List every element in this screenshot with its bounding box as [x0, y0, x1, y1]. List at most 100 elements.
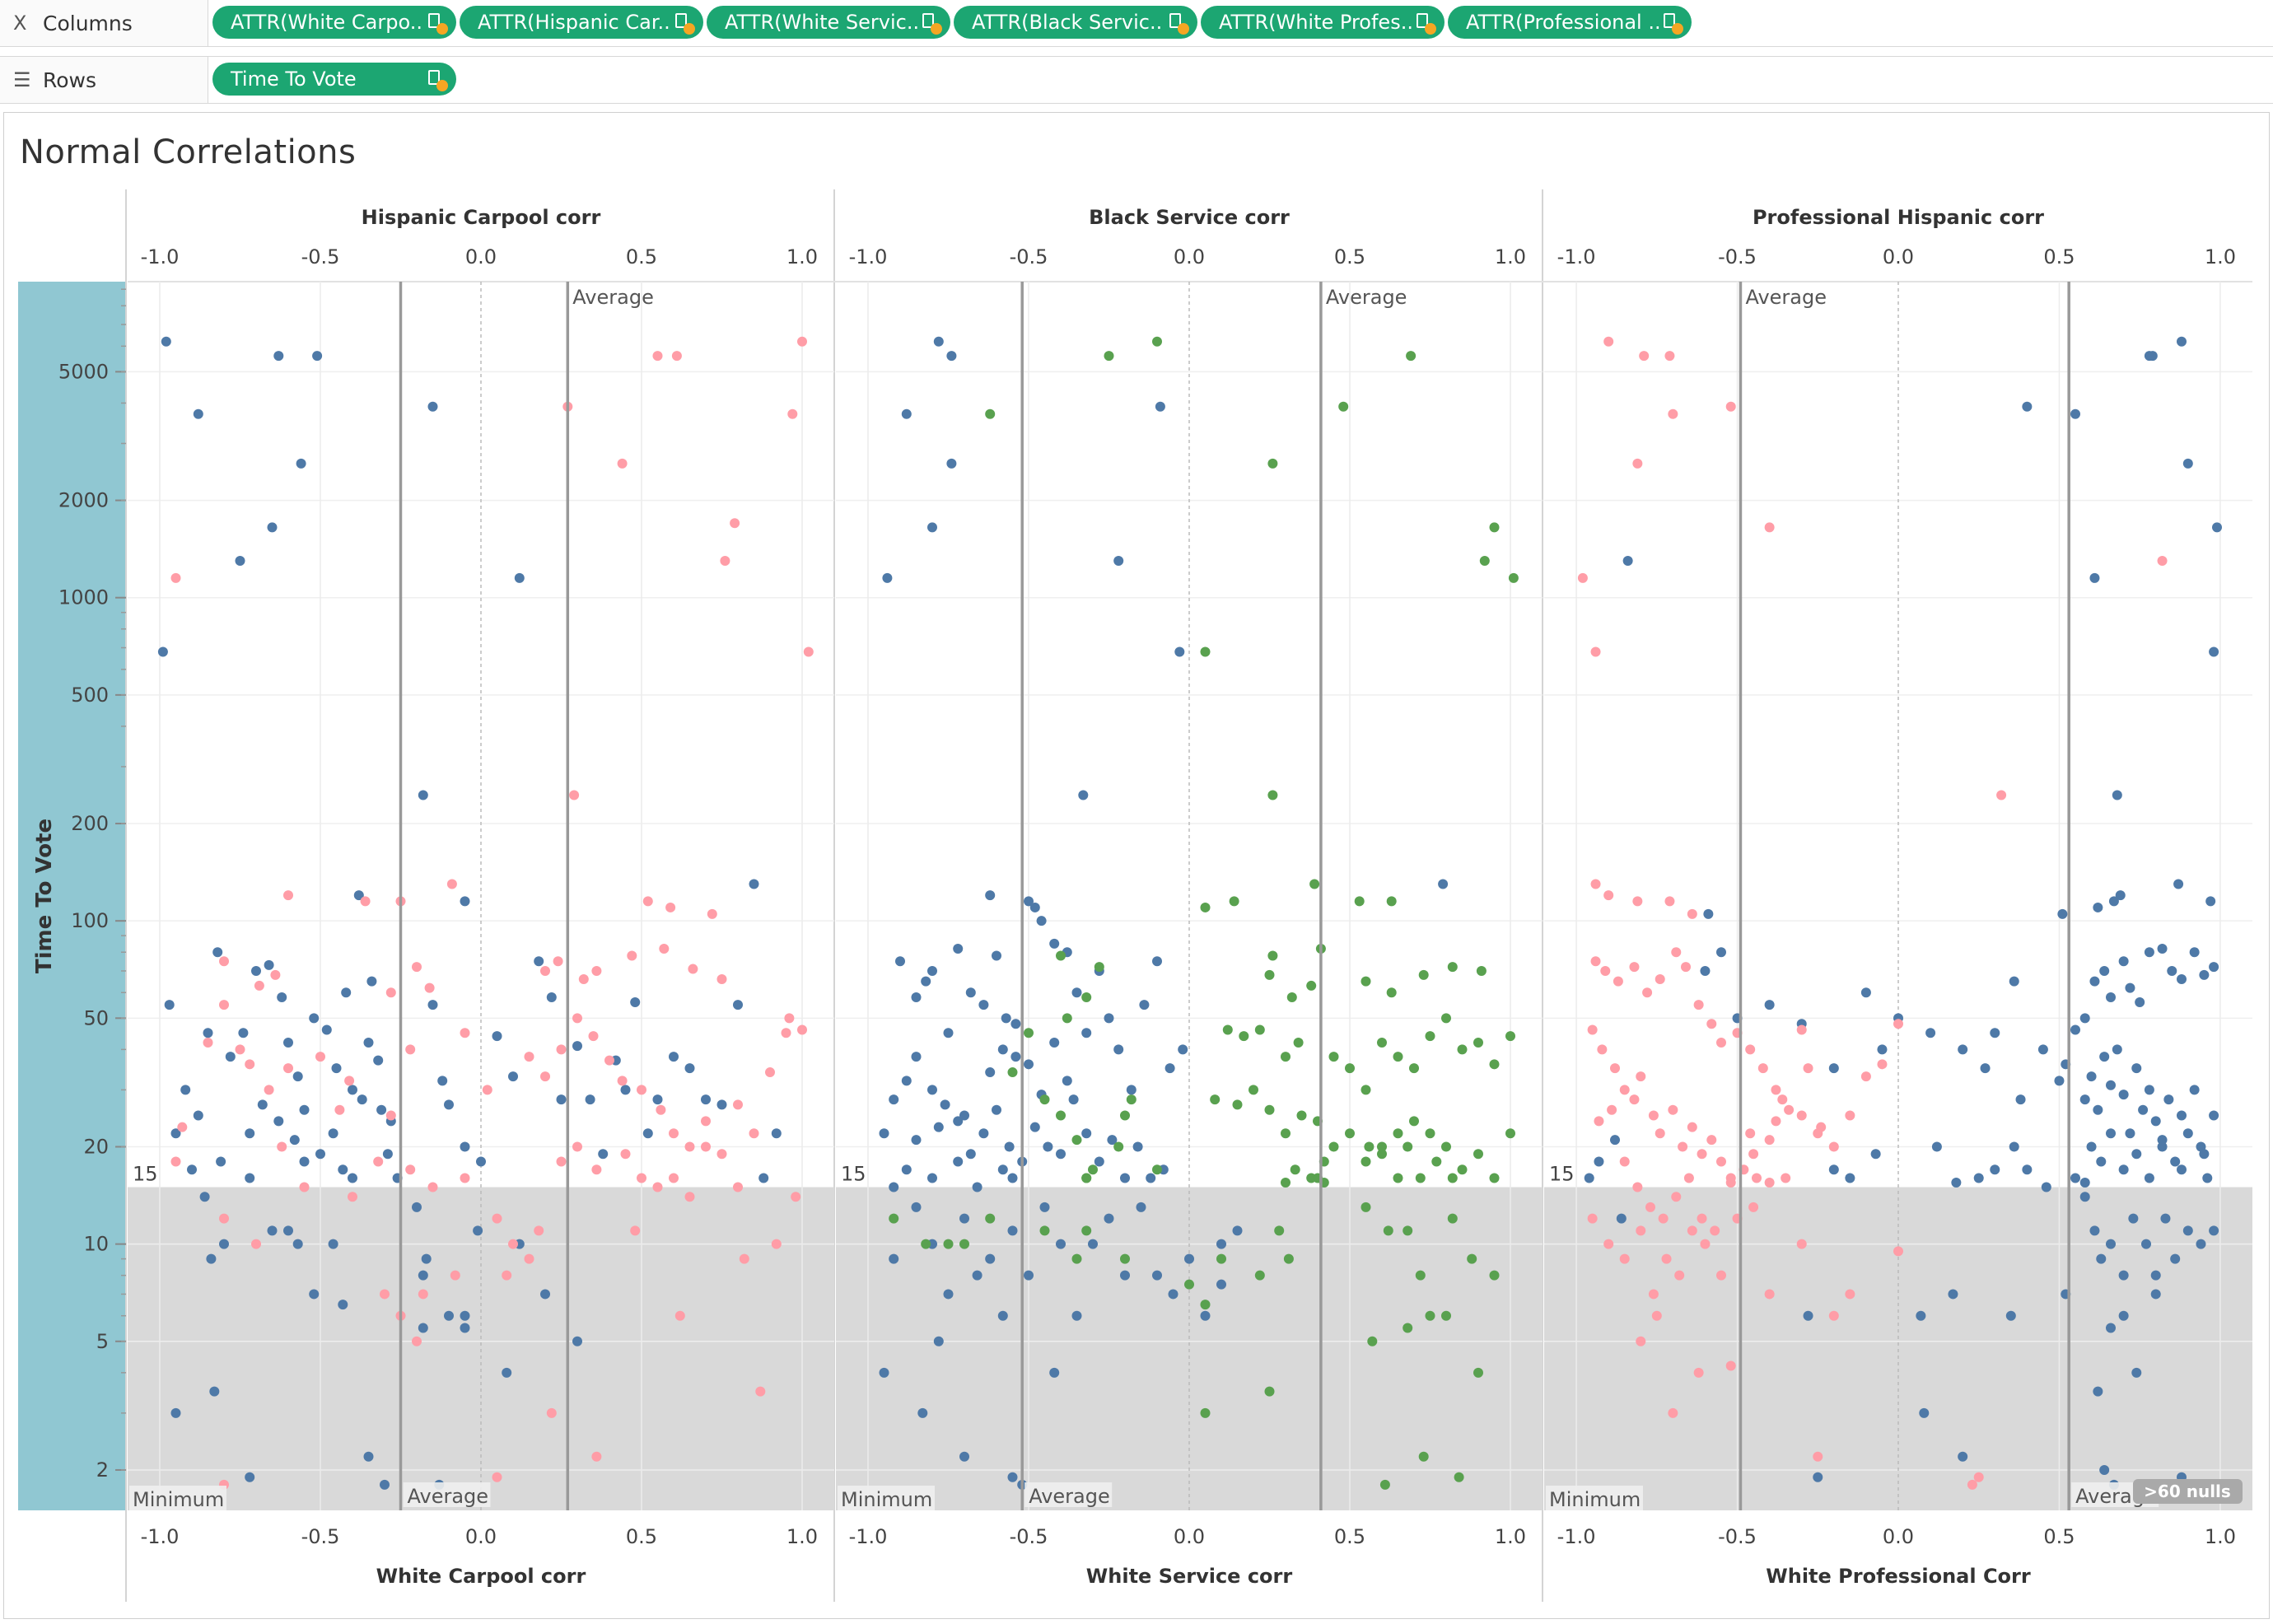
- bottom-x-tick-label: -0.5: [1010, 1525, 1048, 1548]
- bottom-x-tick-label: 1.0: [786, 1525, 818, 1548]
- pill-professional-hispanic[interactable]: ATTR(Professional ..: [1448, 6, 1692, 39]
- top-x-tick-label: -1.0: [849, 245, 888, 268]
- data-point-blue: [997, 1164, 1008, 1175]
- data-point-green: [889, 1213, 899, 1224]
- data-point-pink: [1693, 1000, 1704, 1010]
- band-label: 15: [1549, 1163, 1575, 1186]
- data-point-blue: [889, 1182, 899, 1192]
- data-point-pink: [299, 1182, 310, 1192]
- data-point-blue: [209, 1386, 220, 1397]
- data-point-blue: [1168, 1289, 1179, 1300]
- data-point-pink: [460, 1028, 470, 1038]
- data-point-pink: [1745, 1128, 1756, 1139]
- data-point-blue: [1594, 1156, 1604, 1167]
- data-point-blue: [1007, 1472, 1018, 1482]
- data-point-pink: [1725, 1360, 1736, 1371]
- data-point-blue: [889, 1094, 899, 1105]
- data-point-blue: [2096, 1253, 2107, 1264]
- data-point-blue: [1610, 1135, 1620, 1146]
- data-point-green: [1200, 646, 1211, 657]
- pill-white-carpool[interactable]: ATTR(White Carpo..: [212, 6, 456, 39]
- data-point-pink: [170, 572, 181, 583]
- data-point-pink: [1668, 1407, 1678, 1418]
- nulls-badge: >60 nulls: [2144, 1482, 2231, 1501]
- data-point-blue: [1178, 1044, 1188, 1055]
- data-point-blue: [2089, 572, 2100, 583]
- data-point-blue: [2150, 1270, 2161, 1281]
- data-point-pink: [1603, 1239, 1614, 1249]
- y-tick-label: 2: [96, 1458, 109, 1482]
- data-point-pink: [524, 1253, 534, 1264]
- data-point-pink: [569, 790, 580, 800]
- data-point-pink: [446, 879, 457, 889]
- data-point-blue: [758, 1173, 769, 1183]
- data-point-blue: [2096, 1156, 2107, 1167]
- data-point-pink: [674, 1310, 685, 1321]
- bottom-x-tick-label: 0.0: [465, 1525, 497, 1548]
- data-point-pink: [1655, 1128, 1665, 1139]
- data-point-blue: [895, 956, 905, 967]
- data-point-pink: [1706, 1019, 1717, 1029]
- data-point-blue: [502, 1367, 512, 1378]
- top-x-tick-label: 0.0: [1174, 245, 1205, 268]
- data-point-blue: [2189, 947, 2200, 958]
- data-point-pink: [1693, 1367, 1704, 1378]
- data-point-pink: [652, 351, 663, 362]
- data-point-blue: [299, 1156, 310, 1167]
- data-point-blue: [985, 1067, 996, 1078]
- pill-label: Time To Vote: [231, 68, 357, 91]
- pill-hispanic-carpool[interactable]: ATTR(Hispanic Car..: [460, 6, 703, 39]
- data-point-pink: [1674, 1270, 1685, 1281]
- data-point-blue: [514, 572, 525, 583]
- data-point-green: [1293, 1038, 1304, 1048]
- datasource-check-icon: [1169, 13, 1189, 35]
- data-point-pink: [733, 1099, 743, 1110]
- data-point-green: [1489, 1270, 1500, 1281]
- data-point-green: [1126, 1094, 1136, 1105]
- data-point-green: [1476, 965, 1487, 976]
- data-point-blue: [212, 947, 223, 958]
- pill-white-professional[interactable]: ATTR(White Profes..: [1201, 6, 1445, 39]
- data-point-blue: [911, 1135, 922, 1146]
- data-point-pink: [1764, 522, 1775, 533]
- bottom-axis-title: White Service corr: [1086, 1565, 1293, 1588]
- data-point-pink: [1784, 1104, 1795, 1115]
- data-point-blue: [1007, 1225, 1018, 1236]
- data-point-pink: [1658, 1213, 1669, 1224]
- data-point-green: [1386, 987, 1397, 998]
- data-point-blue: [2209, 962, 2219, 973]
- data-point-blue: [1001, 1013, 1011, 1024]
- data-point-pink: [1683, 1173, 1694, 1183]
- data-point-blue: [2141, 1239, 2151, 1249]
- data-point-blue: [292, 1239, 303, 1249]
- data-point-pink: [771, 1239, 782, 1249]
- data-point-blue: [1216, 1239, 1226, 1249]
- data-point-pink: [604, 1055, 614, 1066]
- data-point-pink: [344, 1076, 355, 1086]
- data-point-blue: [1104, 1213, 1114, 1224]
- top-x-tick-label: 0.5: [626, 245, 657, 268]
- datasource-check-icon: [428, 13, 448, 35]
- pill-white-service[interactable]: ATTR(White Servic..: [707, 6, 950, 39]
- data-point-blue: [933, 1336, 944, 1346]
- data-point-blue: [1120, 1173, 1130, 1183]
- data-point-pink: [251, 1239, 261, 1249]
- data-point-blue: [2086, 1141, 2097, 1152]
- data-point-blue: [1113, 1044, 1124, 1055]
- data-point-blue: [427, 401, 438, 412]
- data-point-blue: [771, 1128, 782, 1139]
- pill-black-service[interactable]: ATTR(Black Servic..: [954, 6, 1197, 39]
- data-point-blue: [1071, 987, 1082, 998]
- data-point-green: [1283, 1253, 1294, 1264]
- pill-time-to-vote[interactable]: Time To Vote: [212, 63, 456, 96]
- data-point-pink: [1651, 1310, 1662, 1321]
- data-point-green: [1457, 1044, 1468, 1055]
- data-point-blue: [1165, 1063, 1175, 1074]
- data-point-blue: [992, 950, 1001, 961]
- data-point-green: [1403, 1323, 1413, 1333]
- data-point-pink: [1687, 908, 1697, 919]
- data-point-pink: [671, 351, 682, 362]
- data-point-green: [1425, 1128, 1435, 1139]
- data-point-pink: [1996, 790, 2007, 800]
